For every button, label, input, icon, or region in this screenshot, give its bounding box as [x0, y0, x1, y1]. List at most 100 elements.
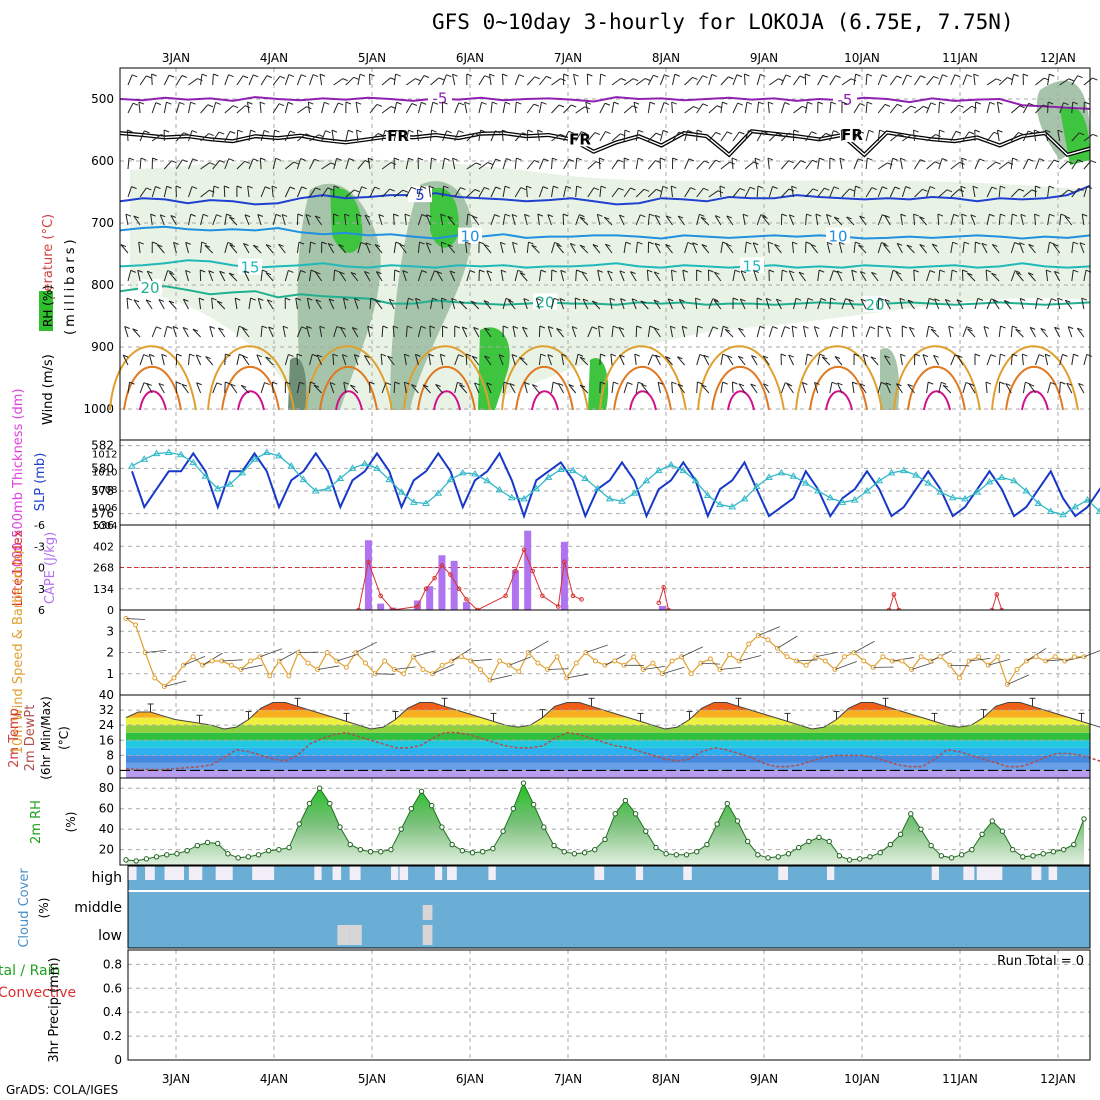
wind-barb-flag — [768, 269, 775, 273]
wind-barb — [756, 131, 763, 142]
wind-barb — [756, 102, 760, 114]
wind-barb — [381, 130, 386, 142]
wind-barb — [272, 76, 281, 86]
cloud-gap-middle — [422, 905, 433, 920]
wind-barb-flag — [703, 354, 709, 358]
wind-barb — [671, 381, 673, 394]
wind-barb-flag — [511, 354, 518, 357]
wind-barb-flag — [385, 382, 392, 386]
wind-barb-flag — [431, 157, 437, 161]
wind-barb-flag — [465, 241, 471, 245]
wind-barb — [942, 384, 952, 394]
wind-barb — [962, 326, 968, 338]
wind-barb-flag — [420, 185, 427, 189]
thickness-point — [679, 466, 688, 474]
wind-barb-flag — [788, 160, 794, 164]
wind-barb-flag — [218, 327, 224, 331]
wind-barb — [672, 131, 680, 142]
wind-barb-flag — [441, 297, 447, 301]
wind-barb-flag — [1072, 101, 1078, 105]
precip-tick-label: 0.4 — [103, 1005, 122, 1019]
wind-barb-flag — [1027, 130, 1034, 134]
rh-point — [133, 858, 139, 864]
wind-barb-flag — [939, 129, 945, 133]
wind-barb — [599, 103, 606, 114]
wind-barb-flag — [806, 213, 812, 217]
bottom-day-label: 7JAN — [554, 1072, 582, 1086]
wind-barb — [296, 326, 303, 338]
thickness-tick-label: 576 — [91, 507, 114, 521]
wind-barb-flag — [560, 133, 566, 137]
wind-barb — [422, 384, 431, 394]
wind-barb — [821, 356, 831, 366]
wind-barb — [296, 186, 303, 198]
wind-barb-flag — [577, 353, 584, 357]
thickness-point — [1022, 487, 1031, 494]
wind-barb — [452, 74, 456, 86]
wind-barb-flag — [805, 241, 812, 245]
wind-barb — [581, 271, 589, 282]
wind-barb-flag — [1000, 325, 1006, 329]
wind-speed-point — [343, 664, 349, 670]
wind-barb-flag — [144, 130, 150, 134]
wind-barb-flag — [753, 270, 759, 274]
rh-point — [1071, 841, 1077, 848]
wind-barb — [1083, 186, 1088, 198]
wind-barb — [519, 356, 528, 366]
wind-barb-flag — [894, 186, 901, 190]
wind-barb-flag — [992, 299, 999, 303]
wind-barb-flag — [610, 353, 617, 357]
wind-barb-flag — [759, 325, 766, 329]
wind-barb-flag — [353, 76, 359, 80]
wind-barb — [752, 242, 758, 254]
wind-barb-flag — [240, 384, 247, 388]
wind-barb — [236, 105, 246, 114]
wind-barb — [309, 381, 311, 394]
wind-barb — [531, 384, 540, 394]
wind-barb — [461, 326, 468, 338]
rh-point — [245, 854, 251, 860]
wind-barb — [459, 384, 468, 394]
wind-barb-flag — [1012, 353, 1018, 357]
wind-barb — [926, 298, 930, 310]
temperature-band — [126, 740, 1090, 748]
bottom-day-label: 10JAN — [844, 1072, 880, 1086]
wind-barb-flag — [985, 381, 992, 385]
wind-barb-flag — [310, 269, 317, 273]
wind-barb-flag — [169, 272, 175, 275]
wind-barb — [623, 187, 631, 198]
wind-barb-flag — [242, 327, 248, 331]
wind-barb — [696, 160, 705, 170]
wind-barb — [750, 383, 758, 394]
wind-barb — [139, 157, 142, 170]
wind-barb-flag — [182, 159, 188, 163]
wind-barb-flag — [128, 157, 135, 161]
wind-barb — [659, 130, 664, 142]
wind-barb — [713, 299, 722, 310]
wind-barb-flag — [310, 381, 316, 385]
wind-barb-flag — [858, 244, 864, 248]
wind-barb-flag — [392, 325, 399, 329]
wind-barb — [653, 271, 661, 282]
thickness-point — [556, 465, 565, 472]
wind-barb-flag — [552, 157, 558, 161]
wind-barb — [415, 298, 419, 310]
cloud-gap-low — [337, 925, 350, 945]
rh-point — [500, 828, 506, 834]
wind-barb-flag — [1077, 327, 1083, 331]
wind-barb — [132, 328, 141, 338]
wind-barb-flag — [1019, 298, 1026, 301]
wind-barb-flag — [591, 326, 598, 330]
wind-barb — [829, 102, 832, 114]
wind-barb — [138, 102, 141, 114]
wind-barb-flag — [285, 381, 291, 385]
cape-bar — [426, 586, 434, 610]
wind-barb-flag — [909, 326, 915, 330]
rh-point — [398, 826, 404, 832]
wind-barb — [200, 133, 210, 142]
wind-barb-flag — [1019, 242, 1025, 246]
wind-barb — [442, 74, 447, 86]
wind-barb-flag — [196, 382, 202, 386]
wind-barb — [557, 383, 565, 394]
wind-barb — [720, 102, 723, 114]
